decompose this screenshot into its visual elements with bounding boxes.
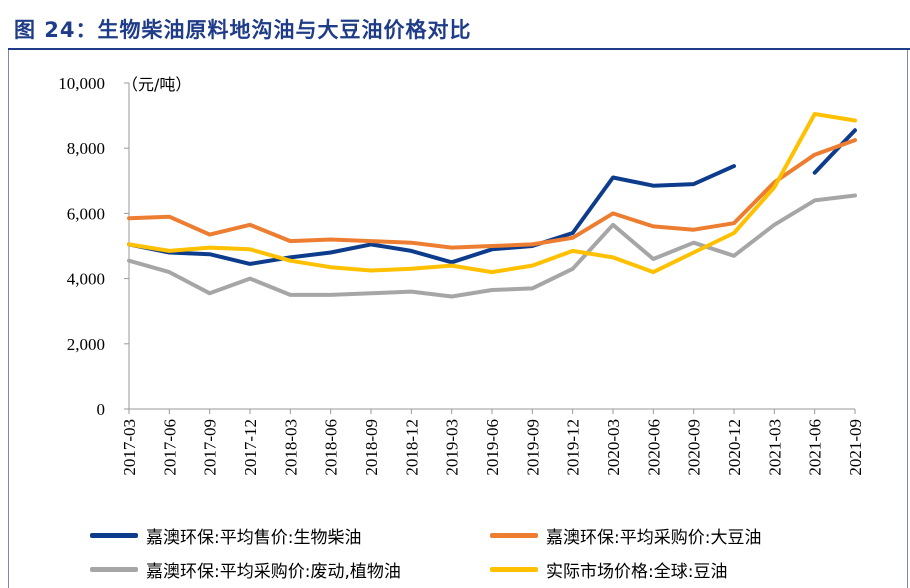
series-line [127,164,736,266]
x-tick-label: 2021-09 [846,419,865,476]
x-tick-label: 2021-06 [806,419,825,476]
x-tick-label: 2020-09 [685,419,704,476]
x-tick-label: 2019-12 [564,419,583,476]
legend-label: 嘉澳环保:平均采购价:废动,植物油 [146,561,401,582]
x-tick-label: 2019-09 [523,419,542,476]
x-tick-label: 2017-03 [120,419,139,476]
x-tick-label: 2021-03 [765,419,784,476]
frame-left-border [8,50,9,588]
series-line [127,112,857,275]
legend-label: 嘉澳环保:平均采购价:大豆油 [546,527,762,548]
frame-right-border [907,50,908,588]
x-tick-label: 2020-06 [644,419,663,476]
x-tick-label: 2020-12 [725,419,744,476]
x-tick-label: 2018-06 [322,419,341,476]
y-tick-label: 10,000 [58,74,105,93]
chart-series [127,112,857,299]
legend-swatch [490,566,538,572]
y-unit-label: （元/吨） [122,75,191,94]
x-tick-label: 2017-12 [241,419,260,476]
x-tick-label: 2019-03 [443,419,462,476]
legend-item: 嘉澳环保:平均售价:生物柴油 [90,520,361,550]
title-divider [8,48,910,50]
y-tick-label: 6,000 [67,204,105,223]
chart-axes: 0 2,000 4,000 6,000 8,000 10,000 2017-03 2017-0… [58,74,865,476]
chart-legend: 嘉澳环保:平均售价:生物柴油 嘉澳环保:平均采购价:大豆油嘉澳环保:平均采购价:废… [90,514,890,588]
x-tick-label: 2018-09 [362,419,381,476]
legend-swatch [490,532,538,538]
legend-item: 嘉澳环保:平均采购价:大豆油 [490,520,761,550]
series-line [127,138,857,250]
legend-item: 嘉澳环保:平均采购价:废动,植物油 [90,554,401,584]
x-tick-label: 2020-03 [604,419,623,476]
y-tick-label: 8,000 [67,139,105,158]
series-line [127,193,857,299]
line-chart: 0 2,000 4,000 6,000 8,000 10,000 2017-03 2017-0… [58,74,865,476]
legend-swatch [90,566,138,572]
y-tick-label: 4,000 [67,270,105,289]
x-tick-label: 2018-03 [281,419,300,476]
x-tick-label: 2017-09 [201,419,220,476]
legend-label: 嘉澳环保:平均售价:生物柴油 [146,527,362,548]
legend-item: 实际市场价格:全球:豆油 [490,554,727,584]
x-tick-label: 2019-06 [483,419,502,476]
y-tick-label: 2,000 [67,335,105,354]
y-tick-label: 0 [97,400,106,419]
x-tick-label: 2017-06 [160,419,179,476]
chart-title: 图 24：生物柴油原料地沟油与大豆油价格对比 [14,18,472,42]
legend-label: 实际市场价格:全球:豆油 [546,561,728,582]
legend-swatch [90,532,138,538]
x-tick-label: 2018-12 [402,419,421,476]
series-line [812,128,857,175]
